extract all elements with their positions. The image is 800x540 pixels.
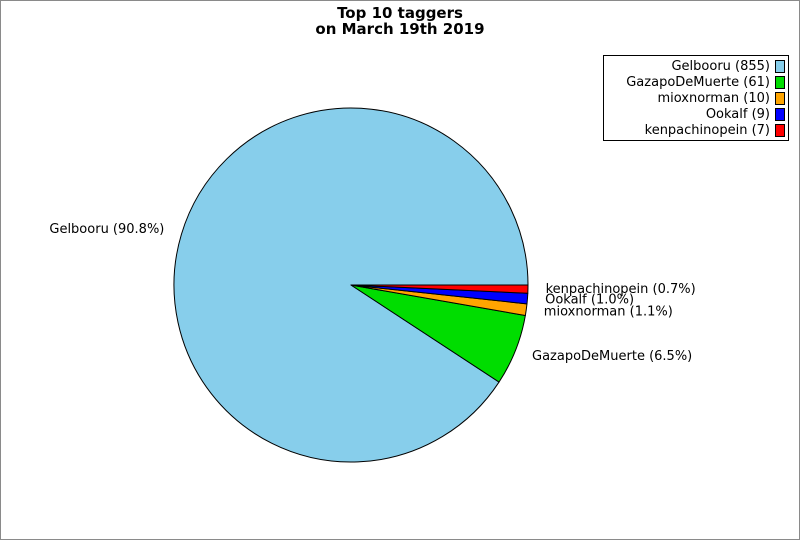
legend-swatch-Ookalf: [775, 107, 785, 121]
legend-label-Gelbooru: Gelbooru (855): [671, 58, 770, 74]
chart-title-line-2: on March 19th 2019: [315, 20, 485, 38]
legend-swatch-Gelbooru: [775, 59, 785, 73]
legend-swatch-GazapoDeMuerte: [775, 75, 785, 89]
legend-items: Gelbooru (855) GazapoDeMuerte (61) mioxnor…: [606, 58, 785, 138]
legend-swatch-kenpachinopein: [775, 123, 785, 137]
slice-label-GazapoDeMuerte: GazapoDeMuerte (6.5%): [532, 349, 692, 364]
legend-label-GazapoDeMuerte: GazapoDeMuerte (61): [626, 74, 770, 90]
legend-swatch-mioxnorman: [775, 91, 785, 105]
slice-label-Gelbooru: Gelbooru (90.8%): [49, 222, 164, 237]
legend-label-mioxnorman: mioxnorman (10): [657, 90, 770, 106]
slice-label-mioxnorman: mioxnorman (1.1%): [544, 305, 673, 320]
legend-item-GazapoDeMuerte: GazapoDeMuerte (61): [606, 74, 785, 90]
legend-item-Gelbooru: Gelbooru (855): [606, 58, 785, 74]
chart-title: Top 10 taggers on March 19th 2019: [1, 5, 799, 37]
legend-item-kenpachinopein: kenpachinopein (7): [606, 122, 785, 138]
chart-title-line-1: Top 10 taggers: [337, 4, 463, 22]
legend: Gelbooru (855) GazapoDeMuerte (61) mioxnor…: [603, 55, 789, 141]
pie-slice-kenpachinopein: [350, 284, 529, 294]
legend-label-Ookalf: Ookalf (9): [705, 106, 770, 122]
slice-label-kenpachinopein: kenpachinopein (0.7%): [546, 282, 696, 297]
legend-label-kenpachinopein: kenpachinopein (7): [644, 122, 770, 138]
slice-label-Ookalf: Ookalf (1.0%): [545, 292, 634, 307]
legend-item-Ookalf: Ookalf (9): [606, 106, 785, 122]
legend-item-mioxnorman: mioxnorman (10): [606, 90, 785, 106]
